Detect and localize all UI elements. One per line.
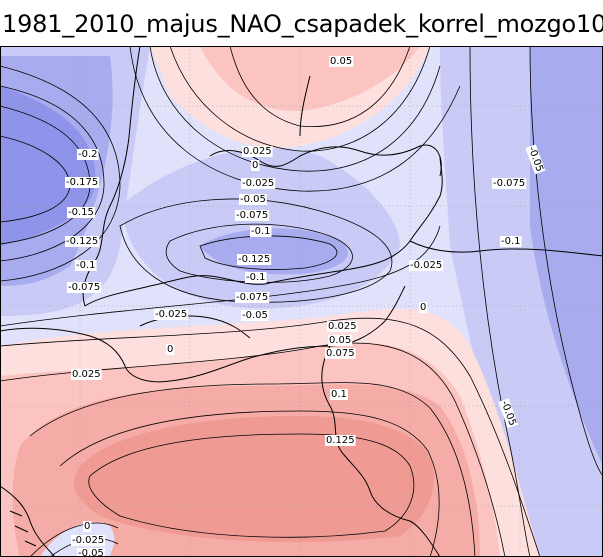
contour-label-bg (242, 146, 273, 157)
contour-label-bg (235, 292, 270, 303)
contour-label-bg (325, 435, 356, 446)
contour-label: -0.2 (78, 149, 98, 160)
shade-neg-left-strong (0, 86, 96, 246)
contour-label-bg (235, 210, 270, 221)
shade-neg-right-mid (530, 46, 603, 466)
contour-label-bg (409, 260, 444, 271)
contour-label: 0.125 (326, 435, 355, 446)
correlation-map: 0.05 0.025 0 -0.025 -0.05 -0.075 -0.1 -0… (0, 46, 603, 557)
contour-label-bg (329, 56, 354, 67)
contour-label-bg (67, 282, 102, 293)
contour-label-bg (492, 178, 527, 189)
contour-label-bg (328, 335, 353, 346)
contour-label: -0.1 (246, 272, 266, 283)
contour-label-bg (83, 521, 92, 532)
contour-label-bg (251, 160, 260, 171)
contour-label-bg (325, 348, 356, 359)
contour-label-bg (245, 272, 267, 283)
contour-label: -0.125 (66, 236, 98, 247)
contour-label-bg (241, 310, 269, 321)
contour-label: -0.075 (236, 292, 268, 303)
contour-label: -0.175 (66, 177, 98, 188)
contour-label: -0.025 (72, 535, 104, 546)
contour-label: 0.025 (243, 146, 272, 157)
contour-label-bg (71, 369, 102, 380)
contour-label-bg (154, 309, 189, 320)
contour-label-bg (237, 254, 272, 265)
contour-label: 0.025 (72, 369, 101, 380)
contour-label: -0.025 (410, 260, 442, 271)
contour-label: -0.025 (242, 178, 274, 189)
contour-label: 0.075 (326, 348, 355, 359)
contour-label: 0 (252, 160, 258, 171)
shading-layer (0, 46, 603, 557)
contour-label-bg (327, 321, 358, 332)
contour-label-bg (65, 177, 100, 188)
contour-label-bg (498, 398, 519, 429)
shade-pos-south-strong (74, 416, 434, 542)
contour-label: -0.075 (493, 178, 525, 189)
contour-label: -0.05 (242, 310, 268, 321)
contour-label: -0.075 (68, 282, 100, 293)
contour-label: -0.1 (251, 226, 271, 237)
contour-label: -0.025 (155, 309, 187, 320)
contour-label: 0.1 (331, 389, 347, 400)
contour-label-bg (239, 194, 267, 205)
map-title: 1981_2010_majus_NAO_csapadek_korrel_mozg… (2, 10, 603, 38)
contour-label: 0.05 (330, 56, 352, 67)
contour-label: 0 (167, 344, 173, 355)
contour-label-bg (67, 207, 95, 218)
contour-label-bg (166, 344, 175, 355)
contour-label: -0.05 (78, 548, 104, 557)
contour-label: -0.125 (238, 254, 270, 265)
contour-labels: 0.05 0.025 0 -0.025 -0.05 -0.075 -0.1 -0… (65, 56, 546, 557)
contour-label: -0.1 (501, 236, 521, 247)
contour-label: 0.05 (329, 335, 351, 346)
contour-label-bg (71, 535, 106, 546)
contour-label-bg (75, 260, 97, 271)
contour-label: -0.075 (236, 210, 268, 221)
contour-label: -0.1 (76, 260, 96, 271)
contour-label-bg (241, 178, 276, 189)
contour-label-bg (419, 302, 428, 313)
contour-label-bg (77, 149, 99, 160)
contour-label-bg (330, 389, 348, 400)
contour-label: 0.025 (328, 321, 357, 332)
contour-label-bg (525, 144, 546, 175)
grid-lines (0, 46, 603, 557)
contour-label: 0 (84, 521, 90, 532)
coastlines-borders (0, 46, 603, 557)
shade-pos-top-light (200, 46, 420, 112)
contour-label: -0.05 (240, 194, 266, 205)
contour-label: 0 (420, 302, 426, 313)
contour-label-bg (77, 548, 105, 557)
contour-label-bg (250, 226, 272, 237)
contour-label-bg (65, 236, 100, 247)
contour-label-bg (500, 236, 522, 247)
contour-label: -0.15 (68, 207, 94, 218)
